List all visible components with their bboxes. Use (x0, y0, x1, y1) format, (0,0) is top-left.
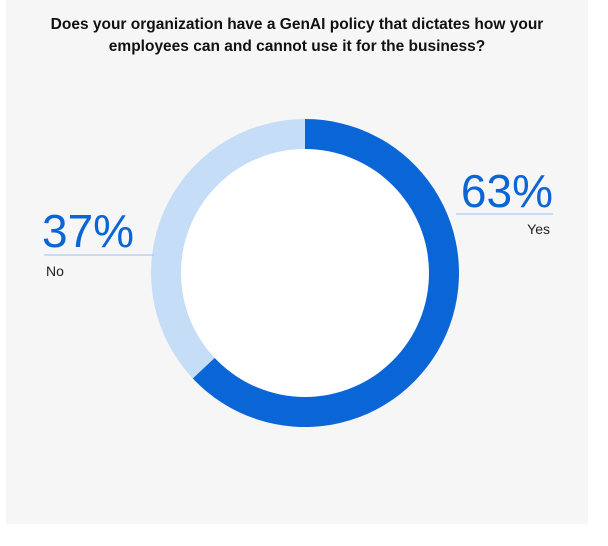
chart-title-line-1: Does your organization have a GenAI poli… (50, 16, 544, 33)
donut-hole (181, 149, 429, 397)
yes-category-label: Yes (527, 221, 550, 237)
chart-title-line-2: employees can and cannot use it for the … (108, 38, 486, 55)
no-category-label: No (46, 263, 64, 279)
chart-title: Does your organization have a GenAI poli… (6, 14, 588, 58)
yes-percent-label: 63% (461, 165, 553, 217)
no-percent-label: 37% (42, 205, 134, 257)
